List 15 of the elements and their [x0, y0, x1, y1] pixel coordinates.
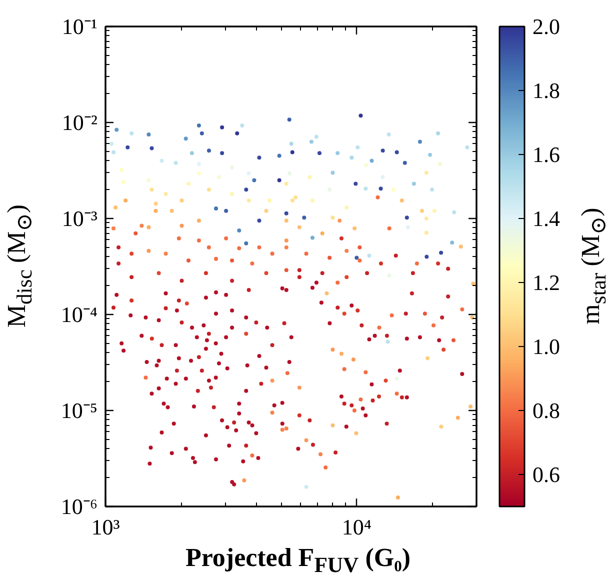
x-tick-label: 10⁴: [342, 514, 372, 540]
y-tick-label: 10⁻⁵: [60, 398, 98, 423]
y-tick-label: 10⁻¹: [62, 14, 98, 39]
color-bar-label: 1.0: [532, 334, 560, 359]
x-axis-title: Projected F$_{FUV}$ (G₀): [185, 542, 411, 578]
color-bar-label: 1.4: [532, 206, 560, 231]
y-tick-label: 10⁻⁴: [60, 302, 98, 327]
color-bar-label: 1.8: [532, 78, 560, 103]
color-bar-label: 2.0: [532, 14, 560, 39]
y-tick-label: 10⁻²: [62, 110, 98, 135]
color-bar-label: 0.6: [532, 462, 560, 487]
color-bar-label: 1.2: [532, 270, 560, 295]
color-bar-label: 1.6: [532, 142, 560, 167]
color-bar-label: 0.8: [532, 398, 560, 423]
y-tick-label: 10⁻³: [62, 206, 98, 231]
